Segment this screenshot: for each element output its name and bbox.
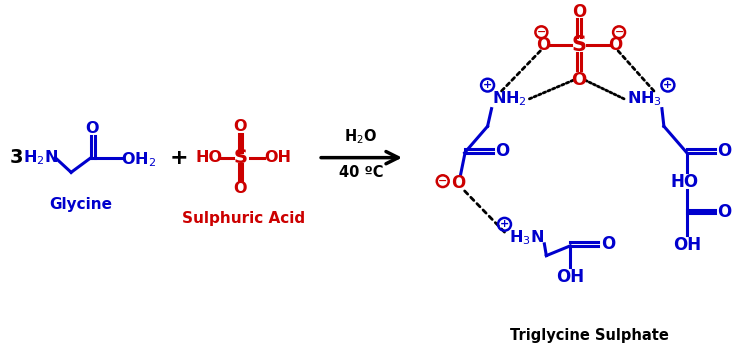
Text: O: O <box>601 235 615 253</box>
Text: O: O <box>86 121 99 136</box>
Text: O: O <box>717 203 732 220</box>
Text: H$_2$N: H$_2$N <box>23 148 59 167</box>
Text: +: + <box>500 219 509 229</box>
Text: NH$_2$: NH$_2$ <box>493 89 527 108</box>
Text: 3: 3 <box>10 148 23 167</box>
Text: −: − <box>438 176 447 186</box>
Text: Glycine: Glycine <box>50 197 112 212</box>
Text: O: O <box>496 142 510 160</box>
Text: −: − <box>536 27 546 37</box>
Text: O: O <box>452 174 466 192</box>
Text: O: O <box>608 36 622 54</box>
Text: HO: HO <box>671 173 699 191</box>
Text: O: O <box>234 119 247 134</box>
Text: HO: HO <box>196 150 222 165</box>
Text: O: O <box>572 2 586 21</box>
Text: OH: OH <box>264 150 292 165</box>
Text: S: S <box>234 148 248 167</box>
Text: +: + <box>170 148 188 168</box>
Text: 40 ºC: 40 ºC <box>339 165 383 180</box>
Text: S: S <box>571 35 587 55</box>
Text: OH: OH <box>557 268 584 286</box>
Text: Triglycine Sulphate: Triglycine Sulphate <box>510 328 669 344</box>
Text: Sulphuric Acid: Sulphuric Acid <box>182 211 305 226</box>
Text: OH: OH <box>673 236 701 254</box>
Text: +: + <box>483 80 493 90</box>
Text: OH$_2$: OH$_2$ <box>121 150 156 169</box>
Text: O: O <box>571 71 587 89</box>
Text: O: O <box>234 181 247 197</box>
Text: −: − <box>615 27 623 37</box>
Text: H$_3$N: H$_3$N <box>509 229 544 247</box>
Text: NH$_3$: NH$_3$ <box>626 89 661 108</box>
Text: +: + <box>663 80 673 90</box>
Text: O: O <box>536 36 551 54</box>
Text: H$_2$O: H$_2$O <box>344 127 378 146</box>
Text: O: O <box>717 142 732 160</box>
